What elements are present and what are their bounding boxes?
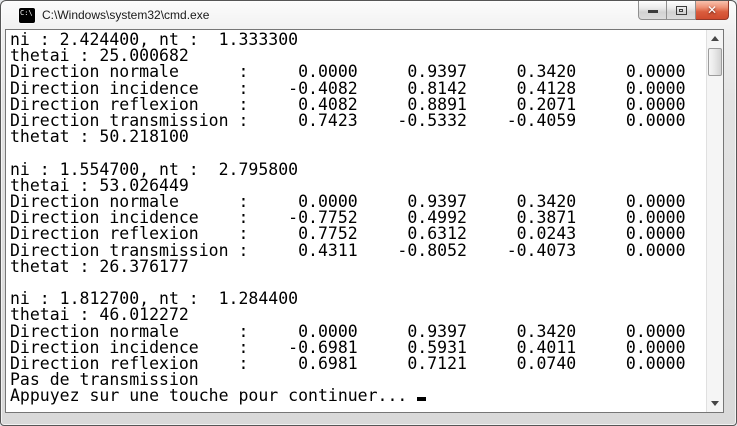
maximize-button[interactable] <box>667 1 696 20</box>
scroll-up-button[interactable] <box>707 30 723 47</box>
maximize-icon <box>675 5 687 15</box>
minimize-button[interactable] <box>638 1 667 20</box>
scroll-down-icon <box>711 401 719 406</box>
scroll-up-icon <box>711 36 719 41</box>
minimize-icon <box>647 9 658 13</box>
scrollbar-thumb[interactable] <box>708 48 722 76</box>
text-cursor <box>417 397 427 402</box>
close-button[interactable]: ✕ <box>696 1 729 20</box>
console-text: ni : 2.424400, nt : 1.333300 thetai : 25… <box>10 30 686 406</box>
window-controls: ✕ <box>638 1 729 20</box>
titlebar[interactable]: C:\ C:\Windows\system32\cmd.exe <box>1 1 736 29</box>
vertical-scrollbar[interactable] <box>706 30 723 412</box>
console-area[interactable]: ni : 2.424400, nt : 1.333300 thetai : 25… <box>5 29 724 413</box>
scroll-down-button[interactable] <box>707 395 723 412</box>
close-icon: ✕ <box>706 3 718 17</box>
cmd-icon[interactable]: C:\ <box>19 7 35 23</box>
window-title: C:\Windows\system32\cmd.exe <box>42 8 210 22</box>
console-output: ni : 2.424400, nt : 1.333300 thetai : 25… <box>6 30 706 412</box>
